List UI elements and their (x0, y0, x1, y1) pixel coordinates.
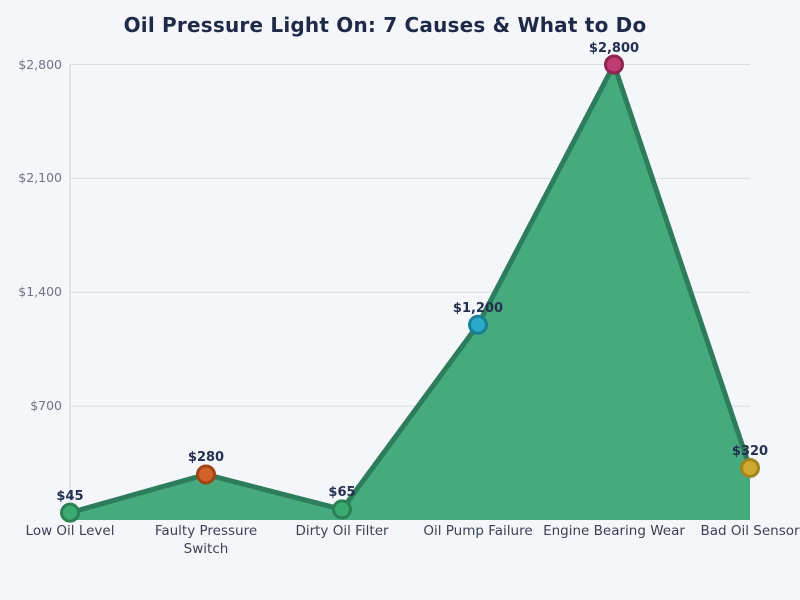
y-axis-tick-label: $2,100 (18, 170, 62, 186)
data-point-value-label: $280 (187, 450, 225, 466)
chart-title: Oil Pressure Light On: 7 Causes & What t… (123, 13, 647, 37)
data-point-value-label: $45 (56, 488, 84, 504)
data-point-value-label: $2,800 (588, 40, 640, 56)
data-point-value-label: $320 (731, 443, 769, 459)
x-axis-category-label: Faulty Pressure Switch (154, 523, 258, 557)
x-axis-category-label: Oil Pump Failure (423, 523, 533, 539)
x-axis-category-label: Bad Oil Sensor (700, 523, 800, 539)
x-axis-category-label: Low Oil Level (25, 523, 115, 539)
y-axis-tick-label: $700 (30, 398, 62, 414)
x-axis-category-label: Dirty Oil Filter (295, 523, 389, 539)
data-point-value-label: $1,200 (452, 300, 504, 316)
x-axis-category-label: Engine Bearing Wear (543, 523, 685, 539)
data-point-value-label: $65 (328, 485, 356, 501)
y-axis-tick-label: $1,400 (18, 284, 62, 300)
y-axis-tick-label: $2,800 (18, 56, 62, 72)
